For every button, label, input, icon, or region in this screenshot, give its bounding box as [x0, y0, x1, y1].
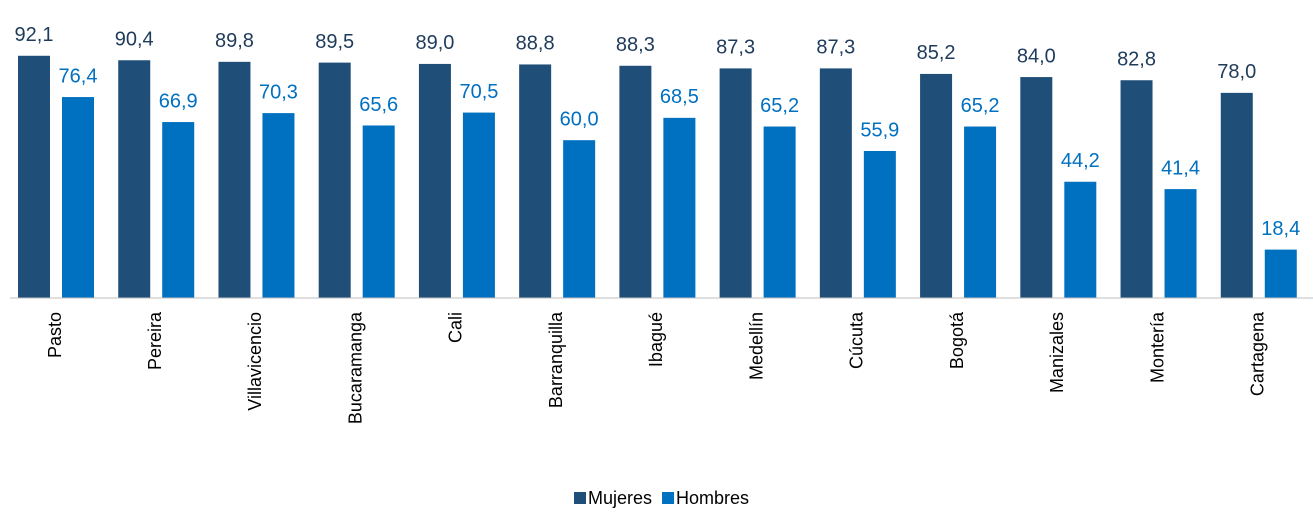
bar [763, 126, 796, 298]
bar [519, 64, 552, 299]
value-label: 65,6 [359, 94, 398, 116]
x-tick-label: Barranquilla [546, 311, 566, 408]
value-label: 66,9 [159, 90, 198, 112]
bar [1164, 189, 1197, 298]
x-tick-label: Manizales [1047, 312, 1067, 393]
bar [563, 140, 596, 298]
bar [18, 55, 50, 298]
x-tick-label: Cartagena [1248, 311, 1268, 396]
legend-swatch [574, 492, 586, 504]
value-label: 89,5 [315, 31, 354, 53]
legend-label: Mujeres [588, 488, 652, 508]
bar [262, 113, 295, 299]
value-label: 41,4 [1161, 157, 1200, 179]
bar [1064, 181, 1097, 298]
x-tick-label: Ibagué [646, 312, 666, 367]
value-label: 88,3 [616, 34, 655, 56]
value-label: 55,9 [860, 119, 899, 141]
value-label: 76,4 [59, 65, 98, 87]
value-label: 89,8 [215, 30, 254, 52]
bar [118, 60, 151, 298]
x-tick-label: Bogotá [947, 311, 967, 369]
value-label: 70,5 [459, 81, 498, 103]
value-label: 88,8 [516, 33, 555, 55]
value-label: 89,0 [415, 32, 454, 54]
bar [462, 112, 495, 299]
x-tick-label: Cúcuta [847, 311, 867, 369]
value-label: 92,1 [15, 24, 54, 46]
x-tick-label: Medellín [746, 312, 766, 380]
bar [1220, 92, 1253, 298]
bar [964, 126, 997, 298]
bar [162, 122, 195, 298]
value-label: 68,5 [660, 86, 699, 108]
value-label: 18,4 [1261, 218, 1300, 240]
bar [1264, 249, 1297, 298]
bar [920, 73, 953, 298]
x-tick-label: Bucaramanga [345, 311, 365, 424]
value-label: 44,2 [1061, 150, 1100, 172]
bar [418, 63, 451, 299]
bar [218, 61, 251, 298]
x-tick-label: Pereira [145, 311, 165, 370]
x-tick-label: Cali [446, 312, 466, 343]
bar [62, 97, 94, 299]
bar [1120, 80, 1153, 299]
value-label: 87,3 [816, 37, 855, 59]
value-label: 84,0 [1017, 45, 1056, 67]
value-label: 65,2 [760, 95, 799, 117]
legend-swatch [662, 492, 675, 504]
bar [362, 125, 395, 298]
x-tick-label: Villavicencio [245, 312, 265, 411]
x-tick-label: Pasto [45, 312, 65, 358]
value-label: 78,0 [1217, 61, 1256, 83]
x-tick-label: Montería [1147, 311, 1167, 383]
bar [619, 65, 652, 298]
value-label: 90,4 [115, 29, 154, 51]
bar [719, 68, 752, 298]
bar [663, 117, 696, 298]
value-label: 70,3 [259, 81, 298, 103]
bar [819, 68, 852, 298]
value-label: 87,3 [716, 37, 755, 59]
value-label: 85,2 [917, 42, 956, 64]
value-label: 60,0 [560, 108, 599, 130]
legend-label: Hombres [676, 488, 749, 508]
value-label: 82,8 [1117, 49, 1156, 71]
bar [863, 150, 896, 298]
value-label: 65,2 [961, 95, 1000, 117]
bar [318, 62, 351, 298]
bar [1020, 77, 1053, 298]
